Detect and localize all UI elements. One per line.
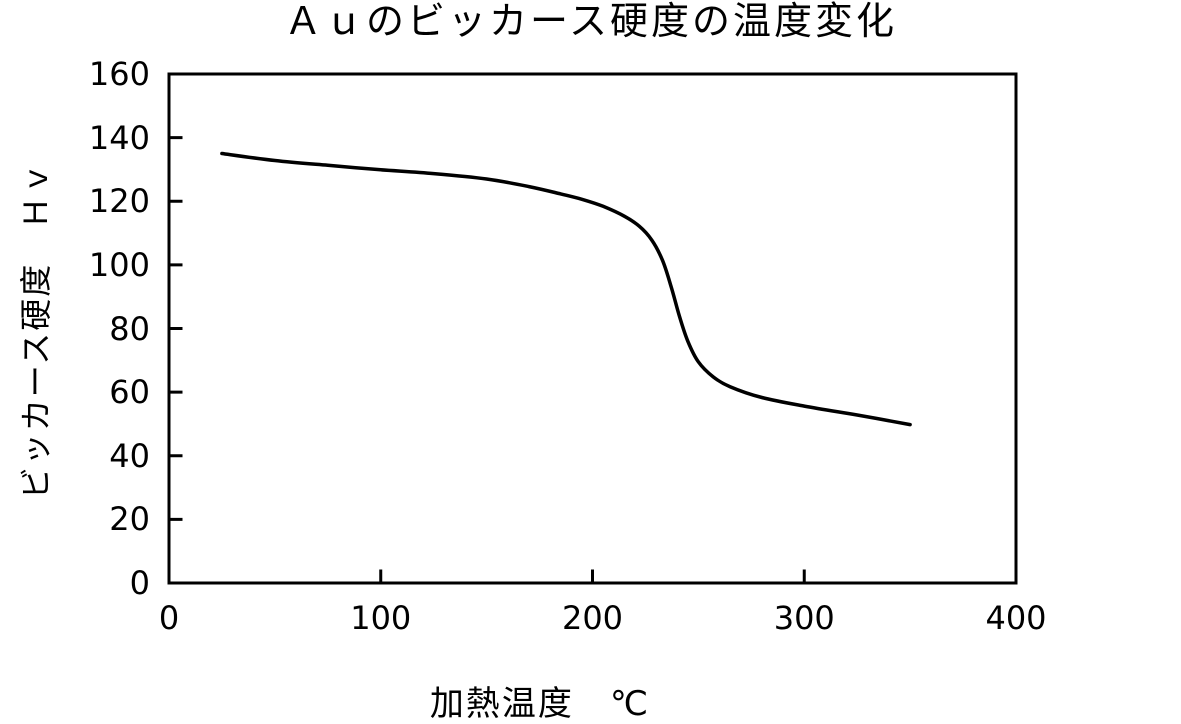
x-tick-label: 400 <box>985 599 1047 637</box>
y-tick-label: 40 <box>109 436 150 475</box>
chart-title: Ａｕのビッカース硬度の温度変化 <box>283 0 898 43</box>
y-tick-label: 100 <box>88 245 150 284</box>
x-tick-label: 200 <box>561 599 624 637</box>
plot-area <box>167 72 1018 585</box>
y-tick-label: 120 <box>88 182 150 221</box>
y-tick-label: 20 <box>109 500 150 539</box>
hardness-curve <box>220 151 912 427</box>
y-tick-label: 80 <box>109 309 150 348</box>
y-tick-label: 0 <box>129 564 150 602</box>
x-tick-label: 0 <box>158 599 180 637</box>
x-axis-title: 加熱温度 ℃ <box>429 684 651 724</box>
y-tick-label: 140 <box>88 118 150 157</box>
plot-border <box>167 72 1018 585</box>
y-tick-label: 160 <box>88 55 150 93</box>
x-tick-label: 100 <box>350 599 412 637</box>
x-tick-label: 300 <box>773 599 835 637</box>
y-tick-label: 60 <box>109 373 150 412</box>
